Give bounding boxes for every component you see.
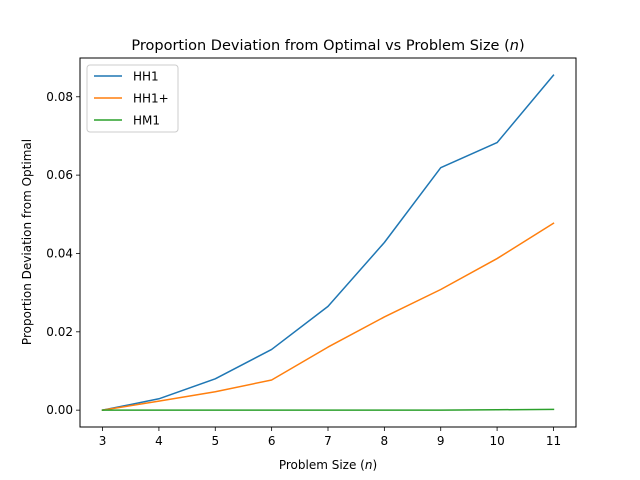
x-tick-label: 11 [546,434,561,448]
x-axis-label: Problem Size (n) [279,458,377,472]
y-axis-label: Proportion Deviation from Optimal [20,139,34,345]
x-tick-label: 8 [381,434,389,448]
y-tick-label: 0.06 [46,168,73,182]
x-tick-label: 4 [155,434,163,448]
chart-title: Proportion Deviation from Optimal vs Pro… [131,38,524,54]
legend: HH1 HH1+ HM1 [86,64,179,133]
x-axis-ticks: 3 4 5 6 7 8 9 10 11 [99,427,561,448]
y-axis-ticks: 0.00 0.02 0.04 0.06 0.08 [46,90,80,417]
x-tick-label: 10 [489,434,504,448]
x-tick-label: 6 [268,434,276,448]
plot-area [79,57,577,428]
series-line-hm1 [101,408,555,411]
x-tick-label: 3 [99,434,107,448]
x-tick-label: 5 [211,434,219,448]
series-line-hh1-plus [101,222,555,412]
y-tick-label: 0.04 [46,246,73,260]
legend-label-hh1-plus: HH1+ [133,92,169,106]
series-layer [101,74,555,412]
legend-label-hm1: HM1 [133,114,160,128]
x-tick-label: 7 [324,434,332,448]
legend-box [86,64,179,133]
legend-entries: HH1 HH1+ HM1 [94,70,169,128]
y-tick-label: 0.08 [46,90,73,104]
x-tick-label: 9 [437,434,445,448]
legend-label-hh1: HH1 [133,70,159,84]
y-tick-label: 0.00 [46,403,73,417]
series-line-hh1 [101,74,555,412]
y-tick-label: 0.02 [46,325,73,339]
